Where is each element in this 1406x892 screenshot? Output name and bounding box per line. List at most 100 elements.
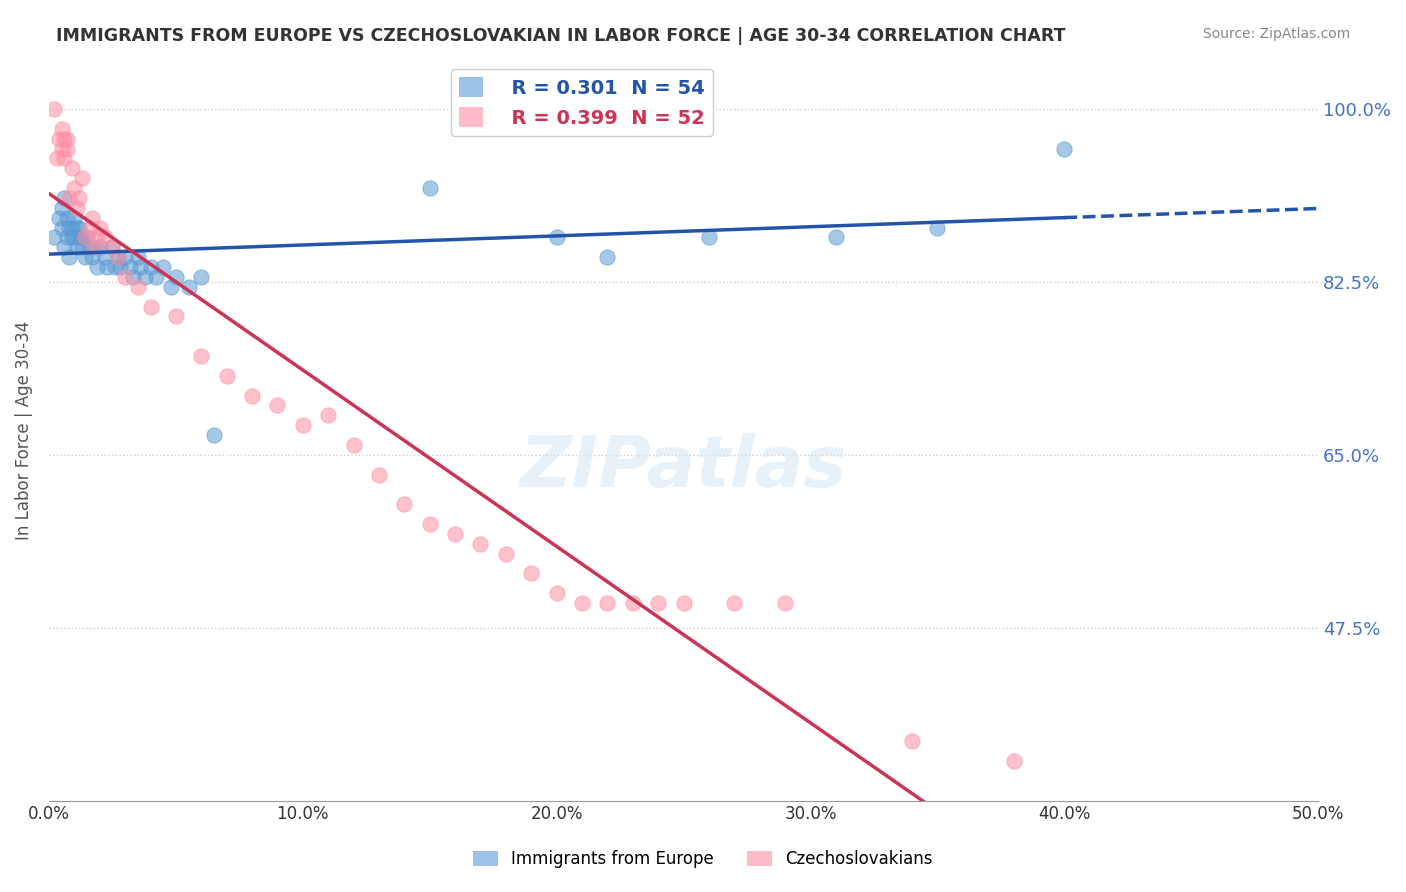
Point [165, 310, 187, 324]
Point [1002, 754, 1025, 768]
Point [58, 250, 80, 264]
Point [101, 240, 124, 254]
Text: IMMIGRANTS FROM EUROPE VS CZECHOSLOVAKIAN IN LABOR FORCE | AGE 30-34 CORRELATION: IMMIGRANTS FROM EUROPE VS CZECHOSLOVAKIA… [56, 27, 1066, 45]
Point [121, 269, 143, 284]
Point [55, 142, 77, 156]
Point [67, 230, 90, 244]
Point [596, 596, 619, 610]
Point [108, 260, 131, 274]
Point [114, 250, 136, 264]
Y-axis label: In Labor Force | Age 30-34: In Labor Force | Age 30-34 [15, 320, 32, 540]
Point [152, 260, 174, 274]
Point [66, 220, 89, 235]
Point [94, 250, 117, 264]
Point [51, 121, 73, 136]
Point [190, 269, 212, 284]
Point [114, 269, 136, 284]
Point [51, 142, 73, 156]
Point [672, 596, 695, 610]
Point [129, 260, 152, 274]
Point [83, 240, 105, 254]
Point [571, 596, 593, 610]
Point [139, 260, 162, 274]
Point [240, 388, 263, 402]
Point [394, 497, 416, 511]
Point [70, 230, 93, 244]
Point [165, 269, 187, 284]
Point [647, 596, 669, 610]
Point [159, 280, 181, 294]
Point [419, 181, 441, 195]
Legend: Immigrants from Europe, Czechoslovakians: Immigrants from Europe, Czechoslovakians [467, 844, 939, 875]
Point [291, 418, 314, 433]
Point [368, 467, 391, 482]
Point [48, 131, 70, 145]
Point [723, 596, 745, 610]
Point [134, 269, 156, 284]
Point [520, 566, 543, 581]
Point [53, 152, 76, 166]
Point [60, 161, 83, 176]
Point [66, 240, 89, 254]
Point [79, 220, 101, 235]
Point [824, 230, 846, 244]
Point [546, 230, 568, 244]
Point [66, 201, 89, 215]
Point [51, 220, 73, 235]
Point [58, 220, 80, 235]
Point [96, 260, 118, 274]
Point [51, 201, 73, 215]
Point [419, 516, 441, 531]
Point [82, 250, 104, 264]
Point [58, 191, 80, 205]
Point [67, 220, 90, 235]
Point [55, 230, 77, 244]
Point [495, 547, 517, 561]
Point [621, 596, 644, 610]
Point [89, 240, 111, 254]
Point [101, 240, 124, 254]
Text: ZIPatlas: ZIPatlas [520, 433, 848, 501]
Point [63, 230, 86, 244]
Point [316, 409, 339, 423]
Point [55, 211, 77, 225]
Legend:   R = 0.301  N = 54,   R = 0.399  N = 52: R = 0.301 N = 54, R = 0.399 N = 52 [451, 70, 713, 136]
Point [89, 220, 111, 235]
Point [76, 230, 98, 244]
Point [104, 260, 127, 274]
Point [63, 211, 86, 225]
Point [546, 586, 568, 600]
Point [70, 171, 93, 186]
Point [107, 250, 129, 264]
Point [927, 220, 949, 235]
Point [42, 102, 65, 116]
Point [596, 250, 619, 264]
Point [139, 300, 162, 314]
Point [67, 191, 90, 205]
Text: Source: ZipAtlas.com: Source: ZipAtlas.com [1202, 27, 1350, 41]
Point [53, 240, 76, 254]
Point [120, 260, 142, 274]
Point [82, 211, 104, 225]
Point [63, 181, 86, 195]
Point [107, 250, 129, 264]
Point [1053, 142, 1076, 156]
Point [48, 211, 70, 225]
Point [444, 526, 467, 541]
Point [86, 260, 108, 274]
Point [45, 152, 67, 166]
Point [53, 191, 76, 205]
Point [342, 438, 364, 452]
Point [73, 230, 96, 244]
Point [266, 398, 288, 412]
Point [190, 349, 212, 363]
Point [73, 250, 96, 264]
Point [53, 131, 76, 145]
Point [773, 596, 796, 610]
Point [79, 240, 101, 254]
Point [60, 220, 83, 235]
Point [215, 368, 238, 383]
Point [86, 230, 108, 244]
Point [177, 280, 200, 294]
Point [145, 269, 167, 284]
